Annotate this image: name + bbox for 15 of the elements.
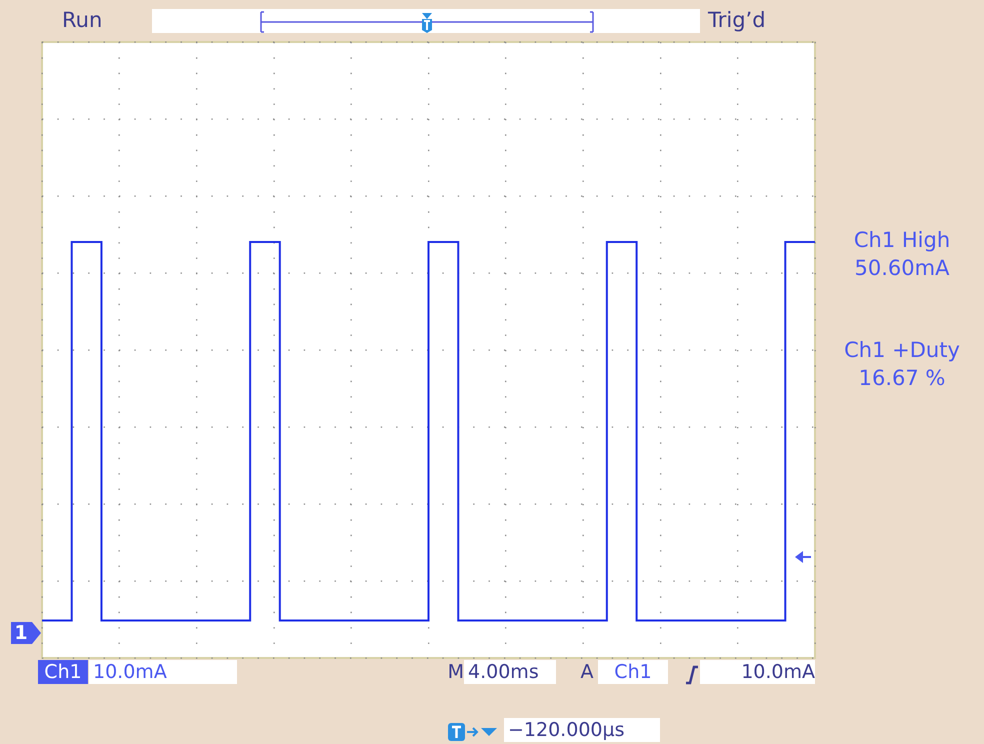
text: Run [62,7,104,34]
text: 10.0mA [700,660,815,684]
text: M [446,660,464,684]
text: 1 [13,621,29,645]
text: Ch1 High [852,227,952,254]
text: Ch1 [598,660,668,684]
text: Ch1 [38,660,88,684]
text: 10.0mA [89,660,237,684]
text: 50.60mA [854,255,950,282]
text: Trig’d [708,7,767,34]
text: A [580,660,594,684]
text: 16.67 % [858,365,946,392]
text: Ch1 +Duty [843,337,961,364]
text: −120.000µs [504,718,660,742]
text: 4.00ms [464,660,556,684]
